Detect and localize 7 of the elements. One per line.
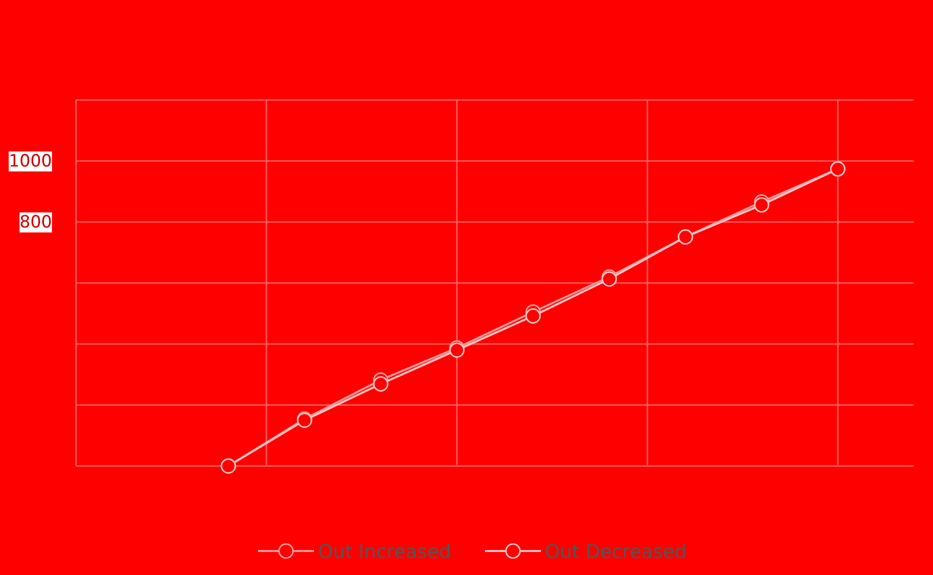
legend-label: Out Increased [318,541,451,563]
point [373,376,388,392]
y-tick-label: 1000 [8,151,52,172]
legend-label: Out Decreased [544,541,687,563]
point [525,308,541,324]
y-tick-label: 800 [20,212,52,232]
point [754,197,770,213]
